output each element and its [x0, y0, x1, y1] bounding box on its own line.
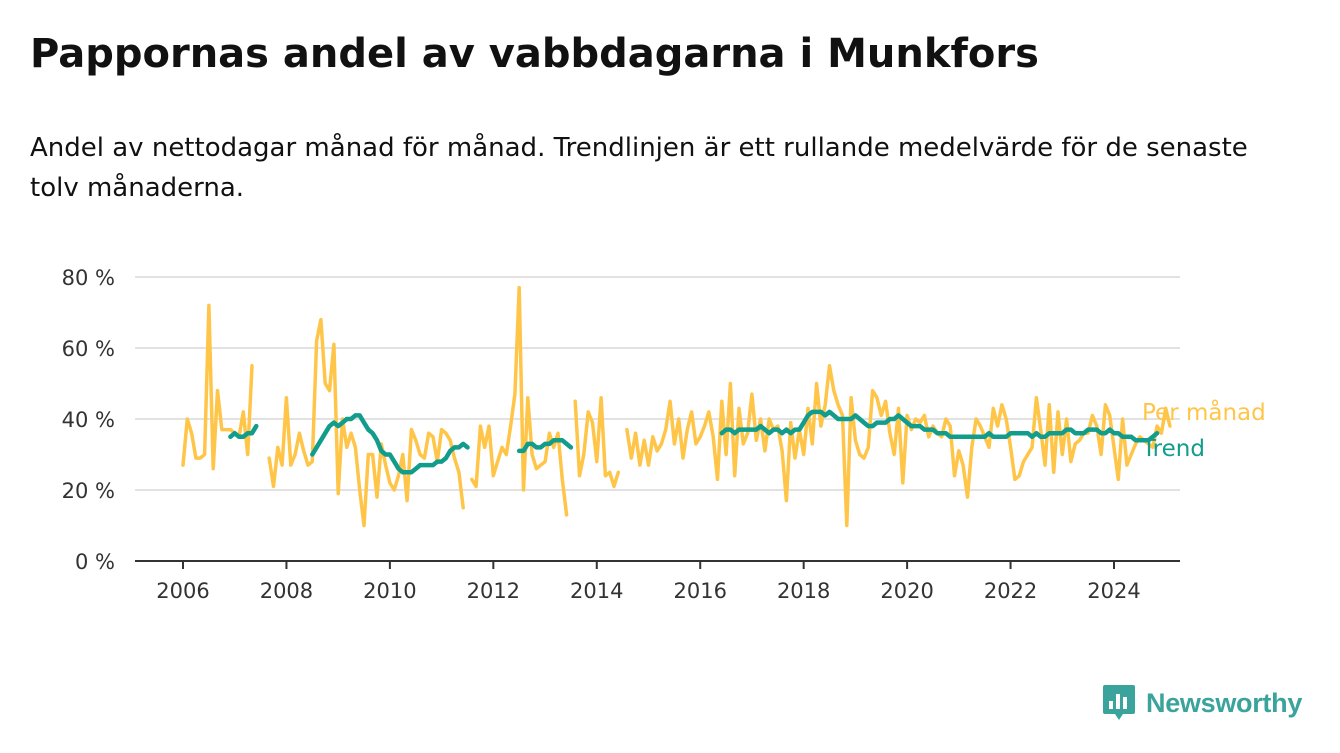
brand: Newsworthy	[1102, 683, 1302, 723]
newsworthy-logo-icon	[1103, 685, 1135, 720]
brand-name: Newsworthy	[1146, 687, 1303, 718]
series-line-segment	[625, 364, 1172, 528]
legend: Per månad Trend	[1141, 398, 1266, 462]
y-tick-label: 0 %	[75, 550, 115, 574]
x-tick-label: 2016	[673, 579, 726, 603]
legend-label: Trend	[1141, 436, 1205, 462]
chart-title: Pappornas andel av vabbdagarna i Munkfor…	[30, 31, 1039, 77]
y-tick-label: 20 %	[62, 479, 115, 503]
series-per-manad	[181, 285, 1172, 528]
x-tick-label: 2008	[260, 579, 313, 603]
x-tick-label: 2010	[363, 579, 416, 603]
series-line-segment	[181, 303, 254, 471]
series-line-segment	[719, 409, 1160, 443]
x-tick-label: 2018	[777, 579, 830, 603]
x-tick-label: 2020	[880, 579, 933, 603]
x-tick-label: 2006	[156, 579, 209, 603]
y-tick-label: 40 %	[62, 408, 115, 432]
series-trend	[228, 409, 1160, 475]
y-tick-label: 80 %	[62, 266, 115, 290]
chart-subtitle: Andel av nettodagar månad för månad. Tre…	[30, 133, 1248, 203]
gridlines	[135, 276, 1180, 491]
series-line-segment	[267, 317, 465, 528]
series	[181, 285, 1172, 528]
x-tick-label: 2024	[1087, 579, 1140, 603]
series-line-segment	[228, 423, 259, 440]
y-tick-label: 60 %	[62, 337, 115, 361]
axes: 0 % 20 % 40 % 60 % 80 % 2006 2008 2010 2012 2014 2…	[62, 266, 1180, 603]
x-tick-label: 2012	[467, 579, 520, 603]
x-tick-label: 2014	[570, 579, 623, 603]
legend-label: Per månad	[1142, 398, 1266, 426]
series-line-segment	[516, 438, 574, 454]
series-line-segment	[470, 285, 569, 517]
series-line-segment	[310, 413, 470, 475]
series-line-segment	[573, 395, 621, 489]
x-tick-label: 2022	[984, 579, 1037, 603]
